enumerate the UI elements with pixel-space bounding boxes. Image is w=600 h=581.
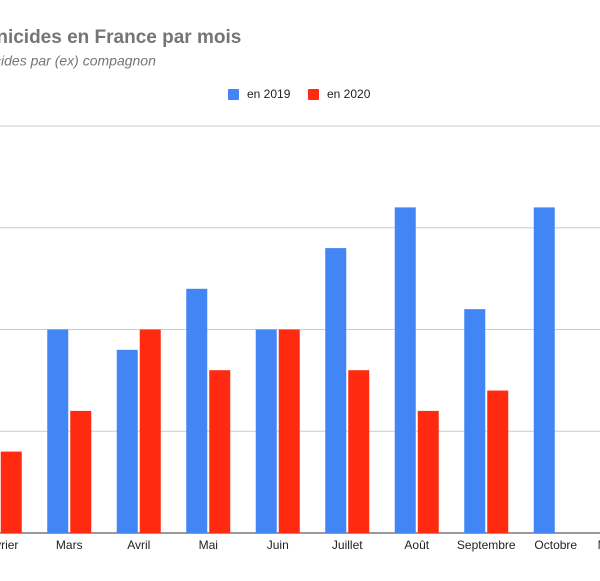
x-tick-label: Juin <box>267 538 289 552</box>
x-tick-label: Octobre <box>534 538 577 552</box>
bar <box>464 309 486 533</box>
legend-swatch <box>228 89 239 100</box>
x-tick-label: Novembre <box>598 538 600 552</box>
bar <box>487 390 509 533</box>
chart-subtitle: Féminicides par (ex) compagnon <box>0 53 156 69</box>
x-tick-label: Septembre <box>457 538 516 552</box>
chart-title: Féminicides en France par mois <box>0 27 241 48</box>
bar <box>0 451 22 533</box>
x-tick-label: Mai <box>199 538 218 552</box>
x-tick-label: Février <box>0 538 18 552</box>
bar <box>417 410 439 533</box>
bar <box>255 329 277 533</box>
bar <box>533 207 555 533</box>
bar <box>348 370 370 533</box>
bar <box>139 329 161 533</box>
legend-label: en 2020 <box>327 87 371 101</box>
x-tick-label: Avril <box>127 538 150 552</box>
bar <box>116 349 138 533</box>
x-tick-label: Août <box>404 538 429 552</box>
bar <box>70 410 92 533</box>
bar <box>209 370 231 533</box>
bar <box>186 288 208 533</box>
legend: en 2019 en 2020 <box>228 87 371 101</box>
x-tick-label: Mars <box>56 538 83 552</box>
bar <box>394 207 416 533</box>
bar <box>325 248 347 533</box>
legend-swatch <box>308 89 319 100</box>
x-tick-label: Juillet <box>332 538 363 552</box>
legend-label: en 2019 <box>247 87 291 101</box>
bar <box>278 329 300 533</box>
bar <box>47 329 69 533</box>
